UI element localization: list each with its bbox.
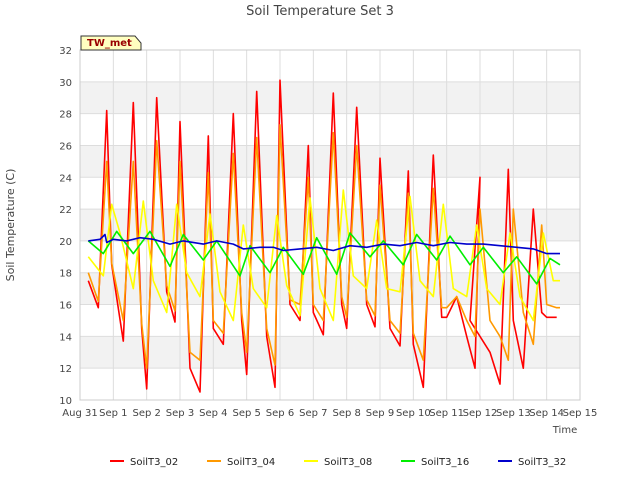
y-axis-ticks: 10 12 14 16 18 20 22 24 26 28 30 32	[59, 46, 72, 407]
legend-label: SoilT3_16	[421, 457, 469, 468]
y-tick-label: 22	[59, 205, 72, 216]
y-tick-label: 28	[59, 110, 72, 121]
y-tick-label: 30	[59, 78, 72, 89]
x-tick-label: Sep 2	[132, 408, 160, 419]
legend-label: SoilT3_04	[227, 457, 275, 468]
y-tick-label: 26	[59, 141, 72, 152]
y-tick-label: 12	[59, 364, 72, 375]
plot-band	[80, 272, 580, 305]
annotation-tag-shape	[80, 35, 142, 51]
y-tick-label: 24	[59, 173, 72, 184]
series-line-soilt3-04	[87, 124, 560, 370]
x-axis-ticks: Aug 31 Sep 1 Sep 2 Sep 3 Sep 4 Sep 5 Sep 6 Sep …	[62, 408, 597, 419]
x-tick-label: Sep 7	[299, 408, 327, 419]
series-line-soilt3-16	[87, 230, 561, 285]
y-tick-label: 20	[59, 237, 72, 248]
y-tick-label: 16	[59, 301, 72, 312]
x-axis-label: Time	[552, 425, 577, 436]
x-tick-label: Sep 14	[529, 408, 564, 419]
series-line-soilt3-32	[88, 233, 560, 255]
plot-bands	[80, 81, 580, 369]
annotation-tag: TW_met	[80, 35, 142, 51]
x-tick-label: Sep 11	[429, 408, 464, 419]
x-tick-label: Sep 10	[396, 408, 431, 419]
x-tick-label: Sep 13	[496, 408, 531, 419]
series-lines	[87, 79, 561, 393]
legend-label: SoilT3_02	[130, 457, 178, 468]
y-tick-label: 32	[59, 46, 72, 57]
x-tick-label: Sep 1	[99, 408, 127, 419]
plot-frame	[79, 49, 581, 401]
plot-band	[80, 336, 580, 369]
legend-label: SoilT3_08	[324, 457, 372, 468]
plot-band	[80, 81, 580, 114]
x-tick-label: Sep 15	[563, 408, 598, 419]
x-tick-label: Sep 6	[266, 408, 294, 419]
y-axis-label: Soil Temperature (C)	[4, 169, 17, 282]
chart-title: Soil Temperature Set 3	[246, 4, 394, 19]
legend-label: SoilT3_32	[518, 457, 566, 468]
y-tick-label: 10	[59, 396, 72, 407]
x-tick-label: Sep 8	[332, 408, 360, 419]
x-tick-label: Aug 31	[62, 408, 97, 419]
x-tick-label: Sep 12	[463, 408, 498, 419]
annotation-tag-text: TW_met	[87, 38, 132, 49]
x-tick-label: Sep 4	[199, 408, 227, 419]
x-tick-label: Sep 3	[166, 408, 194, 419]
legend: SoilT3_02 SoilT3_04 SoilT3_08 SoilT3_16 Soil…	[110, 457, 566, 468]
series-line-soilt3-08	[87, 189, 560, 322]
x-tick-label: Sep 5	[232, 408, 260, 419]
x-tick-label: Sep 9	[366, 408, 394, 419]
y-tick-label: 18	[59, 269, 72, 280]
y-tick-label: 14	[59, 332, 72, 343]
